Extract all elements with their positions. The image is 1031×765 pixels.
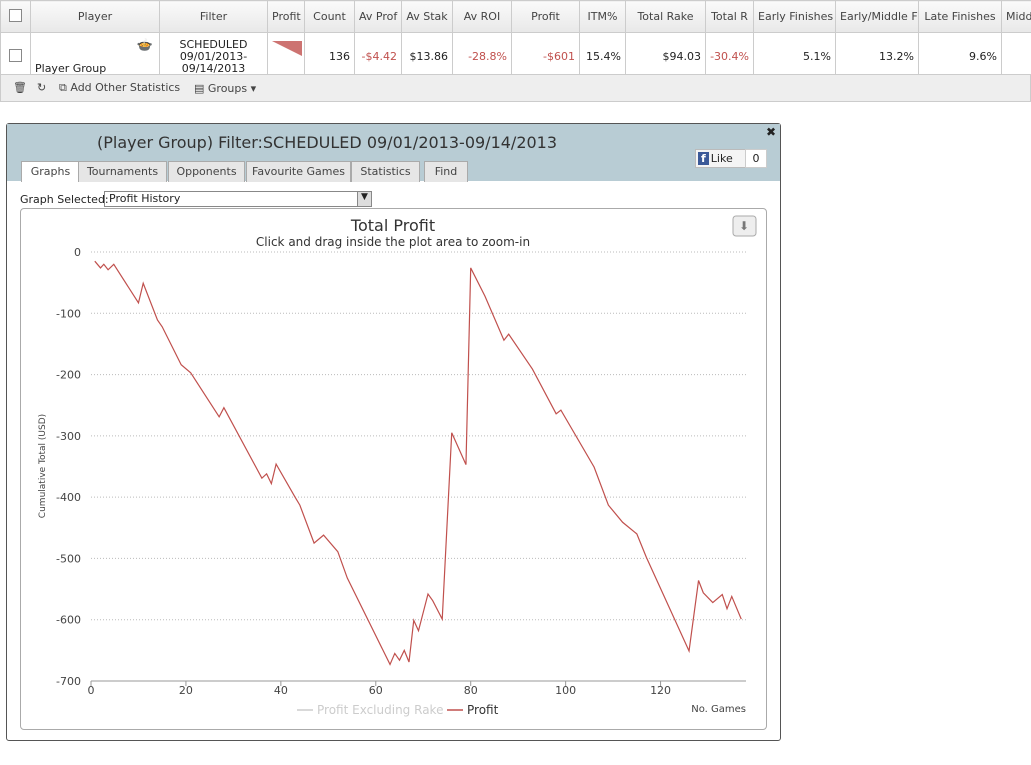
- cell: $13.86: [401, 32, 453, 81]
- chart-frame: [20, 208, 767, 730]
- stat-value: $13.86: [409, 50, 449, 63]
- cell: [0, 32, 31, 81]
- like-button[interactable]: f Like: [695, 149, 749, 168]
- header-text: Profit: [531, 10, 560, 23]
- header-cell: Player: [30, 0, 160, 33]
- stat-value: $94.03: [662, 50, 702, 63]
- like-text: Like: [710, 152, 733, 165]
- filter-line: 09/01/2013-: [179, 49, 248, 63]
- filter-line: 09/14/2013: [181, 61, 246, 75]
- header-cell: Av ROI: [452, 0, 512, 33]
- graph-label: Graph Selected:: [20, 193, 109, 206]
- stat-value: 5.1%: [803, 50, 831, 63]
- header-cell: Early/Middle F: [835, 0, 919, 33]
- filter-line: SCHEDULED: [179, 37, 248, 51]
- tab[interactable]: Statistics: [351, 161, 420, 182]
- groups[interactable]: ▤ Groups ▾: [194, 82, 257, 95]
- cell: Player Group 🍲: [30, 32, 160, 81]
- stat-value: -28.8%: [468, 50, 507, 63]
- cell: [267, 32, 305, 81]
- stat-value: 9.6%: [969, 50, 997, 63]
- header-text: Count: [313, 10, 346, 23]
- stats-table: Player Filter Profit Count Av Prof Av Stak Av …: [0, 0, 1031, 81]
- close[interactable]: ✖: [765, 125, 776, 139]
- header-cell: Profit: [511, 0, 580, 33]
- stat-value: 13.2%: [879, 50, 914, 63]
- dialog-title: (Player Group) Filter:SCHEDULED 09/01/20…: [97, 133, 558, 152]
- groups-text: Groups: [207, 82, 248, 95]
- header-text: Av Prof: [359, 10, 398, 23]
- group-icon: 🍲: [136, 38, 153, 53]
- add-stats[interactable]: ⧉ Add Other Statistics: [59, 81, 181, 94]
- header-text: Total Rake: [637, 10, 694, 23]
- tab[interactable]: Tournaments: [78, 161, 167, 182]
- toolbar: 🗑 ↻ ⧉ Add Other Statistics ▤ Groups ▾: [0, 74, 1031, 102]
- cell: -28.8%: [452, 32, 512, 81]
- header-text: Late Finishes: [924, 10, 996, 23]
- cell: -$601: [511, 32, 580, 81]
- header-cell: ITM%: [579, 0, 626, 33]
- cell: [1001, 32, 1031, 81]
- dialog-header: (Player Group) Filter:SCHEDULED 09/01/20…: [7, 124, 780, 182]
- stat-value: -$601: [543, 50, 575, 63]
- cell: $94.03: [625, 32, 706, 81]
- header-text: Early/Middle F: [840, 10, 918, 23]
- cell: 5.1%: [753, 32, 836, 81]
- header-text: ITM%: [587, 10, 618, 23]
- header-cell: Filter: [159, 0, 268, 33]
- header-text: Filter: [199, 10, 228, 23]
- header-row: Player Filter Profit Count Av Prof Av Stak Av …: [0, 0, 1031, 33]
- header-cell: Midd: [1001, 0, 1031, 33]
- header-text: Midd: [1006, 10, 1031, 23]
- header-cell: [0, 0, 31, 33]
- header-cell: Av Prof: [354, 0, 402, 33]
- header-cell: Late Finishes: [918, 0, 1002, 33]
- like-count: 0: [745, 149, 767, 168]
- tab[interactable]: Opponents: [168, 161, 245, 182]
- header-text: Av ROI: [463, 10, 501, 23]
- dialog: (Player Group) Filter:SCHEDULED 09/01/20…: [6, 123, 781, 741]
- cell: SCHEDULED 09/01/2013- 09/14/2013: [159, 32, 268, 81]
- header-text: Early Finishes: [758, 10, 834, 23]
- tab[interactable]: Graphs: [21, 161, 80, 182]
- cell: 9.6%: [918, 32, 1002, 81]
- graph-select[interactable]: Profit History ▼: [104, 191, 372, 207]
- header-cell: Profit: [267, 0, 305, 33]
- tab[interactable]: Find: [424, 161, 468, 182]
- header-text: Profit: [272, 10, 301, 23]
- stat-value: 136: [329, 50, 350, 63]
- refresh-icon[interactable]: ↻: [37, 81, 47, 94]
- tab[interactable]: Favourite Games: [246, 161, 351, 182]
- graph-select-text: Profit History: [109, 192, 181, 205]
- header-cell: Total Rake: [625, 0, 706, 33]
- player-name: Player Group: [35, 62, 107, 75]
- header-cell: Count: [304, 0, 355, 33]
- stat-value: -30.4%: [710, 50, 749, 63]
- sparkline: [272, 41, 302, 56]
- cell: -$4.42: [354, 32, 402, 81]
- header-cell: Early Finishes: [753, 0, 836, 33]
- header-cell: Total R: [705, 0, 754, 33]
- delete-icon[interactable]: 🗑: [13, 81, 27, 94]
- checkbox[interactable]: [9, 8, 22, 22]
- add-stats-text: Add Other Statistics: [70, 81, 181, 94]
- header-text: Player: [77, 10, 113, 23]
- stat-value: -$4.42: [361, 50, 397, 63]
- header-cell: Av Stak: [401, 0, 453, 33]
- cell: 13.2%: [835, 32, 919, 81]
- data-row: Player Group 🍲 SCHEDULED 09/01/2013- 09/14/2…: [0, 32, 1031, 81]
- checkbox[interactable]: [9, 48, 22, 62]
- header-text: Av Stak: [406, 10, 448, 23]
- stat-value: 15.4%: [586, 50, 621, 63]
- header-text: Total R: [711, 10, 748, 23]
